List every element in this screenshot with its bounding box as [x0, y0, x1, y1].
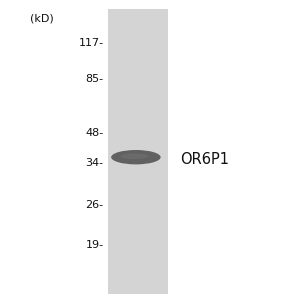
Text: 48-: 48- [85, 128, 103, 139]
Bar [108, 9, 168, 294]
Text: 34-: 34- [85, 158, 103, 169]
Text: 85-: 85- [85, 74, 103, 85]
Text: 19-: 19- [85, 239, 103, 250]
Text: OR6P1: OR6P1 [180, 152, 229, 167]
Ellipse shape [111, 150, 161, 164]
Text: (kD): (kD) [30, 14, 54, 23]
Ellipse shape [121, 153, 148, 159]
Text: 117-: 117- [78, 38, 103, 49]
Text: 26-: 26- [85, 200, 103, 211]
